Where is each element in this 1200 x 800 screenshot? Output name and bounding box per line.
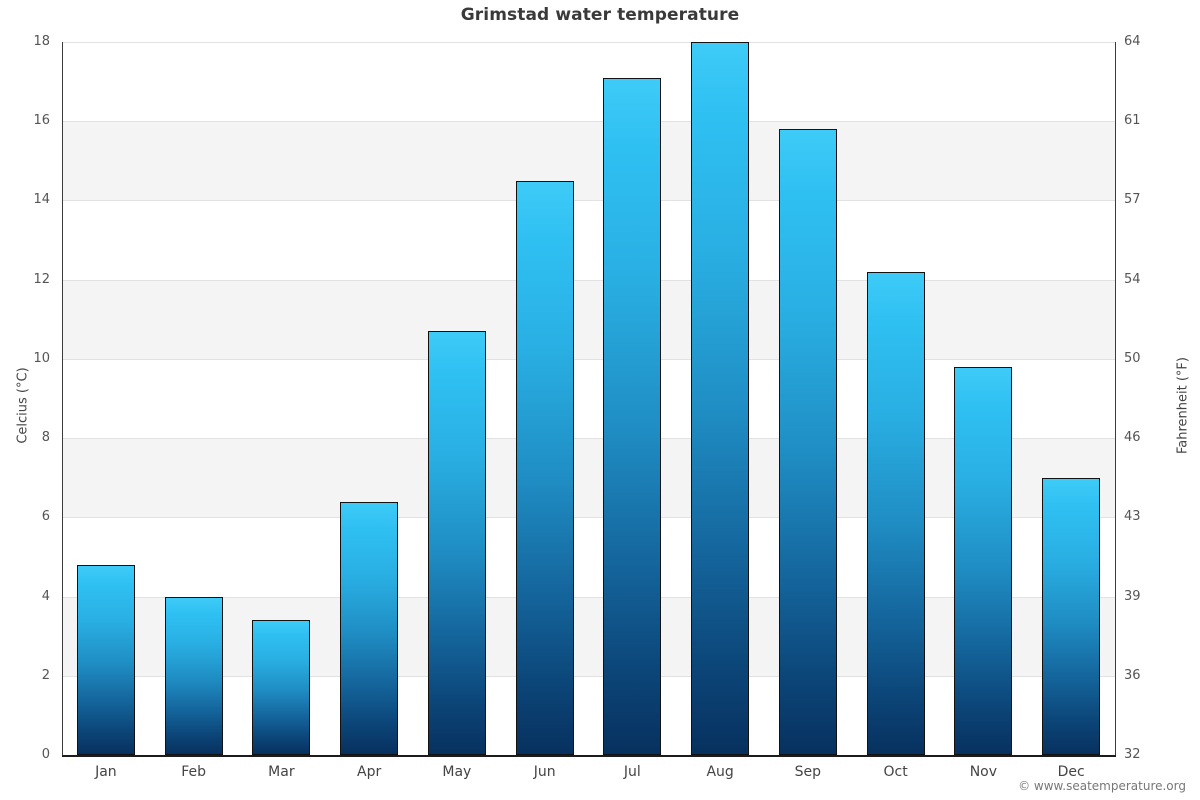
gridline (62, 121, 1115, 123)
background-band (62, 438, 1115, 518)
y-tick-left-label: 4 (41, 588, 50, 604)
x-tick-label-jun: Jun (533, 764, 556, 780)
bar-dec[interactable] (1042, 477, 1101, 755)
bar-aug[interactable] (691, 42, 750, 755)
bar-jan[interactable] (76, 564, 135, 755)
bar-jun[interactable] (515, 180, 574, 755)
y-tick-left-label: 12 (33, 271, 50, 287)
bar-oct[interactable] (866, 271, 925, 755)
background-band (62, 279, 1115, 359)
y-tick-right-label: 36 (1124, 667, 1141, 683)
gridline (62, 675, 1115, 677)
y-tick-right-label: 46 (1124, 430, 1141, 446)
bar-feb[interactable] (164, 596, 223, 755)
source-credit: © www.seatemperature.org (1018, 779, 1186, 793)
y-tick-right-label: 39 (1124, 588, 1141, 604)
bars-layer (62, 42, 1115, 755)
y-tick-left-label: 2 (41, 667, 50, 683)
background-band (62, 596, 1115, 676)
y-tick-left-label: 10 (33, 350, 50, 366)
y-tick-left-label: 8 (41, 430, 50, 446)
bar-jul[interactable] (603, 77, 662, 755)
gridline (62, 517, 1115, 519)
gridline (62, 438, 1115, 440)
gridline (62, 279, 1115, 281)
x-tick-label-oct: Oct (883, 764, 908, 780)
y-tick-left-label: 18 (33, 34, 50, 49)
gridline (62, 200, 1115, 202)
y-tick-left-label: 16 (33, 113, 50, 129)
bar-mar[interactable] (252, 620, 311, 755)
x-tick-label-nov: Nov (969, 764, 998, 780)
gridline (62, 358, 1115, 360)
y-axis-right-title: Fahrenheit (°F) (1175, 357, 1191, 454)
y-tick-left-label: 6 (41, 509, 50, 525)
bar-apr[interactable] (340, 501, 399, 755)
plot-area (62, 42, 1115, 755)
x-tick-label-jul: Jul (623, 764, 641, 780)
bar-sep[interactable] (778, 129, 837, 755)
bar-nov[interactable] (954, 366, 1013, 755)
bar-may[interactable] (427, 331, 486, 755)
x-tick-label-dec: Dec (1057, 764, 1085, 780)
background-band (62, 121, 1115, 201)
page-title: Grimstad water temperature (460, 5, 740, 25)
y-tick-left-label: 14 (33, 192, 50, 208)
x-tick-label-may: May (442, 764, 472, 780)
y-tick-right-label: 32 (1124, 747, 1141, 762)
y-axis-left-line (62, 42, 63, 756)
x-tick-label-feb: Feb (181, 764, 207, 780)
y-tick-right-label: 50 (1124, 350, 1141, 366)
y-axis-left-title: Celcius (°C) (15, 367, 31, 444)
x-tick-label-mar: Mar (268, 764, 295, 780)
y-tick-right-label: 64 (1124, 34, 1141, 49)
y-tick-right-label: 61 (1124, 113, 1141, 129)
x-tick-label-apr: Apr (357, 764, 382, 780)
x-tick-label-aug: Aug (706, 764, 734, 780)
x-tick-label-jan: Jan (95, 764, 117, 780)
y-tick-right-label: 57 (1124, 192, 1141, 208)
gridline (62, 42, 1115, 43)
y-axis-right-line (1115, 42, 1116, 756)
x-axis-line (62, 755, 1116, 757)
y-tick-right-label: 43 (1124, 509, 1141, 525)
y-tick-left-label: 0 (41, 747, 50, 762)
gridline (62, 596, 1115, 598)
x-tick-label-sep: Sep (794, 764, 822, 780)
y-tick-right-label: 54 (1124, 271, 1141, 287)
